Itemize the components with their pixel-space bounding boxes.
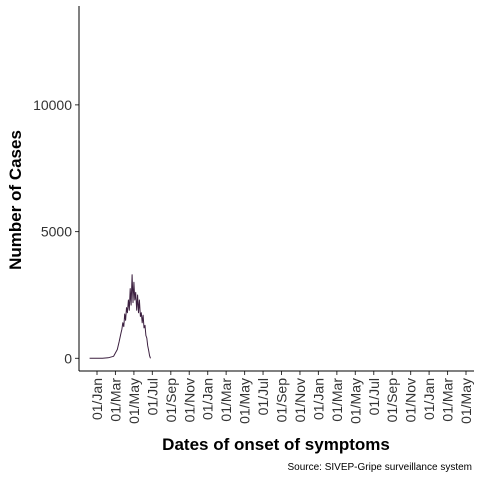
x-tick-label: 01/Jul	[255, 378, 271, 415]
x-tick-label: 01/Mar	[218, 378, 234, 422]
x-axis-ticks: 01/Jan 01/Mar 01/May 01/Jul 01/Sep 01/Nov 01/J…	[89, 371, 474, 424]
y-tick-label: 10000	[33, 97, 72, 113]
x-tick-label: 01/Jul	[144, 378, 160, 415]
x-tick-label: 01/Nov	[403, 378, 419, 422]
x-tick-label: 01/Mar	[329, 378, 345, 422]
x-tick-label: 01/Nov	[181, 378, 197, 422]
source-caption: Source: SIVEP-Gripe surveillance system	[287, 462, 472, 473]
y-axis-title: Number of Cases	[6, 130, 25, 270]
x-tick-label: 01/Jan	[200, 378, 216, 420]
x-tick-label: 01/Jan	[421, 378, 437, 420]
y-tick-label: 0	[64, 350, 72, 366]
x-tick-label: 01/Nov	[292, 378, 308, 422]
x-tick-label: 01/May	[458, 378, 474, 424]
x-tick-label: 01/Jul	[366, 378, 382, 415]
x-tick-label: 01/Mar	[107, 378, 123, 422]
x-tick-label: 01/Jan	[89, 378, 105, 420]
x-tick-label: 01/Mar	[440, 378, 456, 422]
y-tick-label: 5000	[41, 224, 72, 240]
x-tick-label: 01/May	[237, 378, 253, 424]
x-tick-label: 01/Jan	[310, 378, 326, 420]
x-axis-title: Dates of onset of symptoms	[162, 435, 390, 454]
x-tick-label: 01/Sep	[163, 378, 179, 423]
y-axis-ticks: 0 5000 10000	[33, 97, 79, 366]
x-tick-label: 01/Sep	[274, 378, 290, 423]
x-tick-label: 01/May	[126, 378, 142, 424]
x-tick-label: 01/May	[347, 378, 363, 424]
series-line-cases	[89, 274, 151, 359]
x-tick-label: 01/Sep	[384, 378, 400, 423]
